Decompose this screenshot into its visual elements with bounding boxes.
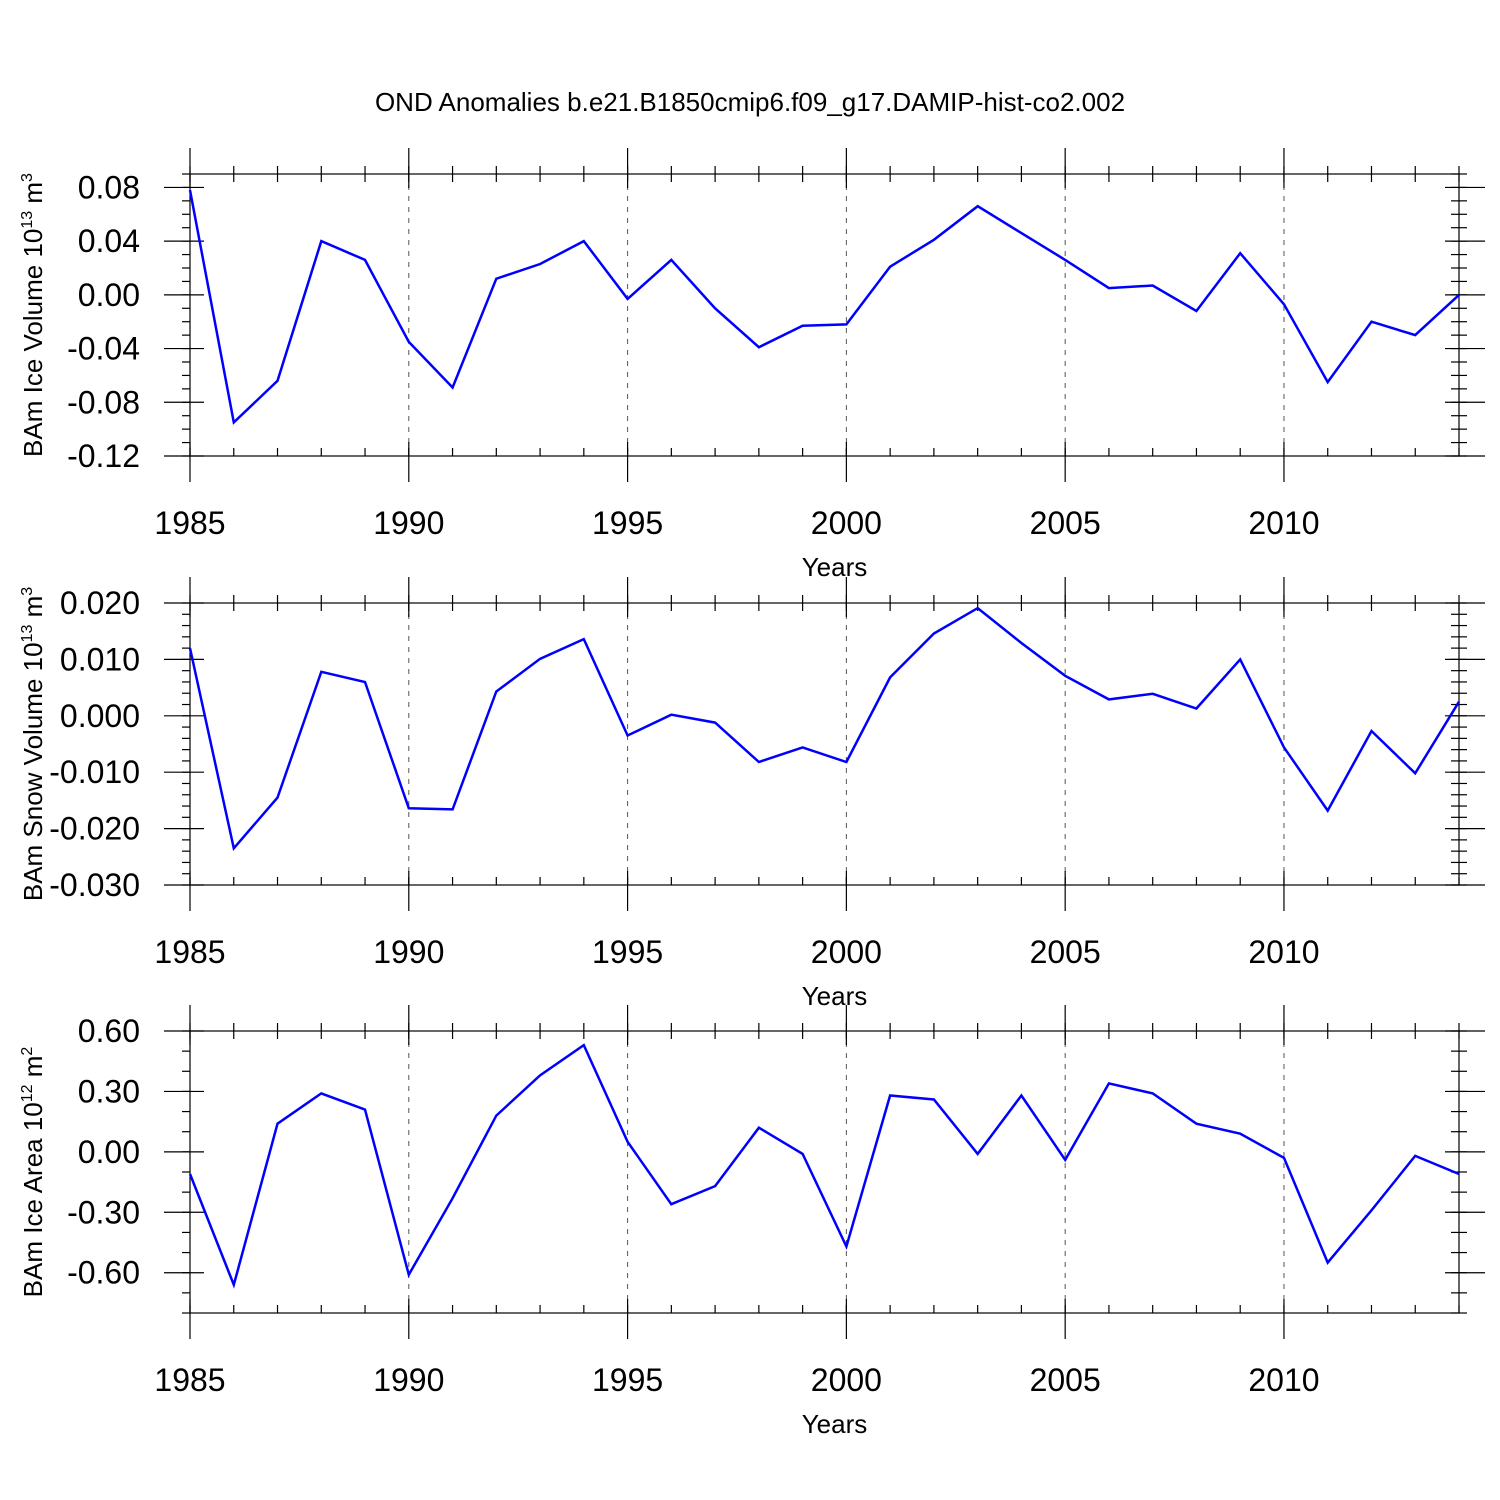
y-tick-label: 0.08 (78, 169, 140, 205)
x-tick-label: 2005 (1030, 1362, 1101, 1398)
y-tick-label: -0.030 (49, 867, 140, 903)
y-tick-label: 0.04 (78, 223, 140, 259)
y-tick-label: -0.020 (49, 811, 140, 847)
chart-panel-2: 1985 1990 1995 2000 2005 2010 -0.030 -0.020 -0.0… (18, 577, 1485, 1011)
series-line (188, 1043, 1460, 1289)
y-tick-label: 0.60 (78, 1013, 140, 1049)
y-tick-label: -0.60 (67, 1255, 140, 1291)
plot-frame (189, 602, 1460, 886)
chart-panel-3: 1985 1990 1995 2000 2005 2010 -0.60 -0.30 0.00 0.… (18, 1005, 1485, 1439)
x-tick-label: 2010 (1248, 1362, 1319, 1398)
y-tick-label: 0.020 (60, 585, 140, 621)
y-axis-label: BAm Snow Volume 1013 m3 (18, 587, 48, 901)
y-tick-label: -0.30 (67, 1194, 140, 1230)
x-tick-label: 1985 (154, 1362, 225, 1398)
series-line (188, 606, 1461, 852)
y-tick-label: 0.010 (60, 641, 140, 677)
figure-title: OND Anomalies b.e21.B1850cmip6.f09_g17.D… (375, 87, 1125, 117)
chart-panel-1: 1985 1990 1995 2000 2005 2010 -0.12 -0.08 -0.04 0… (18, 148, 1485, 582)
y-tick-label: -0.12 (67, 438, 140, 474)
plot-frame (189, 1030, 1460, 1314)
x-tick-label: 1995 (592, 1362, 663, 1398)
y-tick-label: 0.30 (78, 1073, 140, 1109)
x-tick-label: 1990 (373, 934, 444, 970)
x-tick-label: 2010 (1248, 505, 1319, 541)
x-axis-label: Years (802, 1409, 868, 1439)
x-tick-label: 2010 (1248, 934, 1319, 970)
x-tick-label: 2000 (811, 505, 882, 541)
y-tick-label: 0.000 (60, 698, 140, 734)
x-axis-label: Years (802, 981, 868, 1011)
series-line (188, 189, 1460, 425)
plot-frame (189, 173, 1460, 457)
x-axis-label: Years (802, 552, 868, 582)
x-tick-label: 1985 (154, 505, 225, 541)
x-tick-label: 2000 (811, 1362, 882, 1398)
y-axis-label: BAm Ice Area 1012 m2 (18, 1047, 48, 1298)
x-tick-label: 1985 (154, 934, 225, 970)
y-tick-label: 0.00 (78, 1134, 140, 1170)
panels: 1985 1990 1995 2000 2005 2010 -0.12 -0.08 -0.04 0… (18, 148, 1485, 1439)
y-tick-label: -0.08 (67, 384, 140, 420)
y-tick-label: -0.010 (49, 754, 140, 790)
x-tick-label: 1995 (592, 505, 663, 541)
y-tick-label: -0.04 (67, 331, 140, 367)
x-tick-label: 2005 (1030, 505, 1101, 541)
x-tick-label: 2000 (811, 934, 882, 970)
x-tick-label: 1990 (373, 1362, 444, 1398)
x-tick-label: 1995 (592, 934, 663, 970)
x-tick-label: 2005 (1030, 934, 1101, 970)
x-tick-label: 1990 (373, 505, 444, 541)
y-tick-label: 0.00 (78, 277, 140, 313)
y-axis-label: BAm Ice Volume 1013 m3 (18, 173, 48, 457)
